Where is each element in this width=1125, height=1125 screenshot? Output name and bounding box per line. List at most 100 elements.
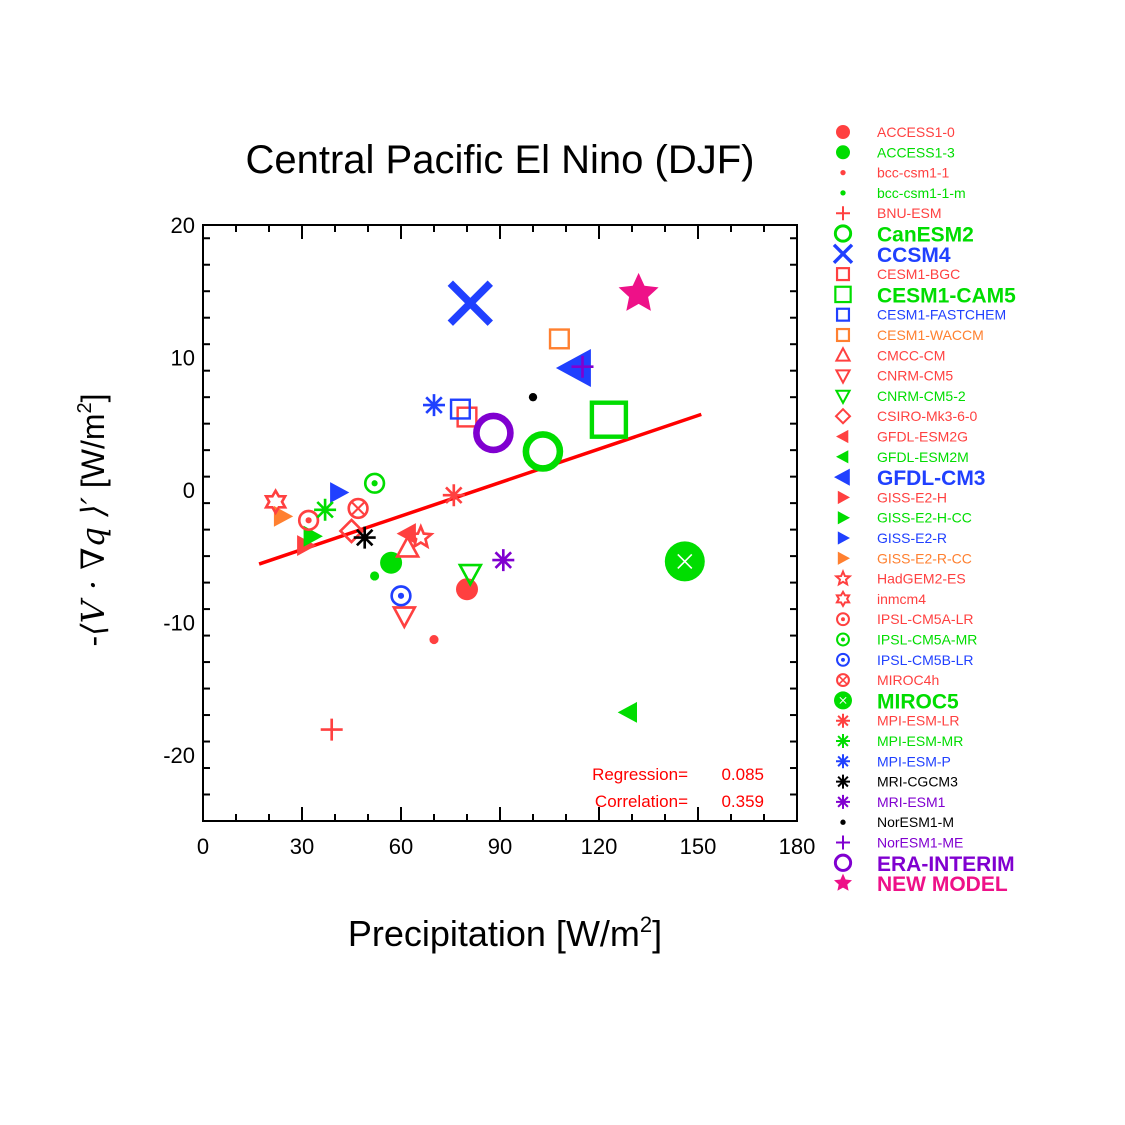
data-point-cnrm-cm5 [391, 606, 418, 630]
regression-value: 0.085 [721, 765, 764, 784]
legend-marker [836, 632, 850, 647]
legend-marker [834, 873, 852, 891]
legend-item: IPSL-CM5B-LR [836, 652, 973, 668]
y-axis: 20 10 0 -10 -20 [163, 213, 797, 822]
legend-label: inmcm4 [877, 591, 926, 607]
legend-item: MPI-ESM-LR [836, 713, 959, 729]
legend-marker [837, 511, 850, 525]
data-point-noresm1-me [571, 355, 594, 378]
legend-label: GISS-E2-H-CC [877, 510, 972, 526]
data-point-ipsl-cm5a-mr [363, 472, 386, 494]
legend-label: NEW MODEL [877, 873, 1008, 896]
legend-label: IPSL-CM5A-LR [877, 611, 973, 627]
data-point-cesm1-fastchem [449, 398, 471, 420]
legend-label: GFDL-CM3 [877, 467, 986, 490]
legend-marker [834, 285, 852, 304]
legend-marker [835, 327, 851, 343]
data-point-ipsl-cm5b-lr [390, 585, 412, 607]
legend-label: CSIRO-Mk3-6-0 [877, 408, 978, 424]
legend-marker [840, 190, 846, 196]
legend-item: MRI-CGCM3 [836, 774, 958, 790]
legend-item: BNU-ESM [836, 205, 942, 221]
x-tick-label: 90 [488, 834, 512, 859]
data-point-inmcm4 [263, 488, 288, 516]
legend-label: NorESM1-M [877, 814, 954, 830]
legend-item: GISS-E2-H [837, 489, 947, 505]
data-point-hadgem2-es [406, 523, 435, 550]
x-tick-label: 60 [389, 834, 413, 859]
legend-label: CNRM-CM5 [877, 368, 953, 384]
legend-label: CESM1-WACCM [877, 327, 984, 343]
data-point-bcc-csm1-1 [429, 634, 439, 645]
legend-item: inmcm4 [835, 589, 926, 608]
data-point-gfdl-esm2g [396, 523, 416, 544]
legend-marker [836, 794, 850, 809]
legend-label: MRI-ESM1 [877, 794, 946, 810]
legend-item: CESM1-CAM5 [834, 284, 1016, 307]
plot-border [202, 224, 798, 822]
legend-item: CCSM4 [832, 243, 951, 267]
legend-item: bcc-csm1-1 [840, 165, 950, 181]
legend-marker [840, 819, 846, 825]
legend-item: CMCC-CM [834, 346, 945, 363]
legend-marker [837, 551, 850, 565]
legend-label: GFDL-ESM2M [877, 449, 969, 465]
legend-marker [834, 407, 852, 425]
legend-label: bcc-csm1-1 [877, 165, 950, 181]
legend-item: CanESM2 [833, 224, 974, 247]
data-point-bnu-esm [320, 718, 343, 741]
svg-text:-⟨V · ∇q ⟩′ [W/m2]: -⟨V · ∇q ⟩′ [W/m2] [74, 393, 112, 646]
data-point-cesm1-bgc [456, 406, 478, 428]
legend-marker [837, 531, 850, 545]
legend-marker [834, 369, 852, 385]
legend-label: GISS-E2-R-CC [877, 550, 972, 566]
data-point-access1-0 [456, 578, 478, 601]
legend-marker [833, 224, 853, 243]
legend-label: CESM1-BGC [877, 266, 960, 282]
legend-label: MIROC5 [877, 690, 959, 713]
x-tick-label: 180 [779, 834, 816, 859]
legend-marker [834, 389, 852, 406]
y-tick-label: 20 [171, 213, 195, 238]
legend-marker [836, 450, 849, 464]
legend-marker [836, 125, 850, 139]
legend-label: CanESM2 [877, 224, 974, 247]
legend-item: CESM1-WACCM [835, 327, 984, 343]
legend-label: ACCESS1-0 [877, 124, 955, 140]
x-tick-label: 0 [197, 834, 209, 859]
legend-label: CESM1-FASTCHEM [877, 307, 1006, 323]
legend-item: CNRM-CM5 [834, 368, 953, 385]
legend-item: ERA-INTERIM [833, 853, 1015, 876]
legend-marker [836, 734, 850, 748]
legend-label: GFDL-ESM2G [877, 429, 968, 445]
data-markers [263, 272, 705, 741]
legend-item: GISS-E2-R [837, 530, 947, 546]
data-point-mpi-esm-lr [442, 484, 465, 507]
legend-item: CESM1-FASTCHEM [835, 307, 1006, 323]
legend-item: IPSL-CM5A-MR [836, 632, 977, 648]
y-tick-label: -10 [163, 610, 195, 635]
legend-marker [840, 169, 846, 176]
legend-marker [836, 612, 850, 627]
legend-item: HadGEM2-ES [833, 569, 966, 587]
data-point-giss-e2-h-cc [303, 525, 323, 547]
legend-label: MPI-ESM-LR [877, 713, 959, 729]
regression-line-group [258, 412, 702, 566]
legend-marker [835, 307, 851, 322]
legend-item: CESM1-BGC [835, 266, 960, 282]
regression-line [258, 412, 702, 566]
legend-marker [836, 673, 850, 688]
legend-label: GISS-E2-H [877, 489, 947, 505]
legend-item: ACCESS1-0 [836, 124, 955, 140]
legend-item: bcc-csm1-1-m [840, 185, 966, 201]
legend-marker [836, 429, 849, 444]
data-point-mri-esm1 [492, 549, 515, 572]
legend-marker [836, 774, 850, 789]
legend-marker [834, 691, 852, 710]
legend: ACCESS1-0 ACCESS1-3 bcc-csm1-1 bcc-csm1-1-m… [832, 124, 1016, 896]
data-point-miroc5 [664, 541, 705, 582]
y-axis-label: -⟨V · ∇q ⟩′ [W/m2] [74, 393, 112, 646]
legend-label: BNU-ESM [877, 205, 942, 221]
legend-item: GFDL-CM3 [834, 467, 986, 490]
